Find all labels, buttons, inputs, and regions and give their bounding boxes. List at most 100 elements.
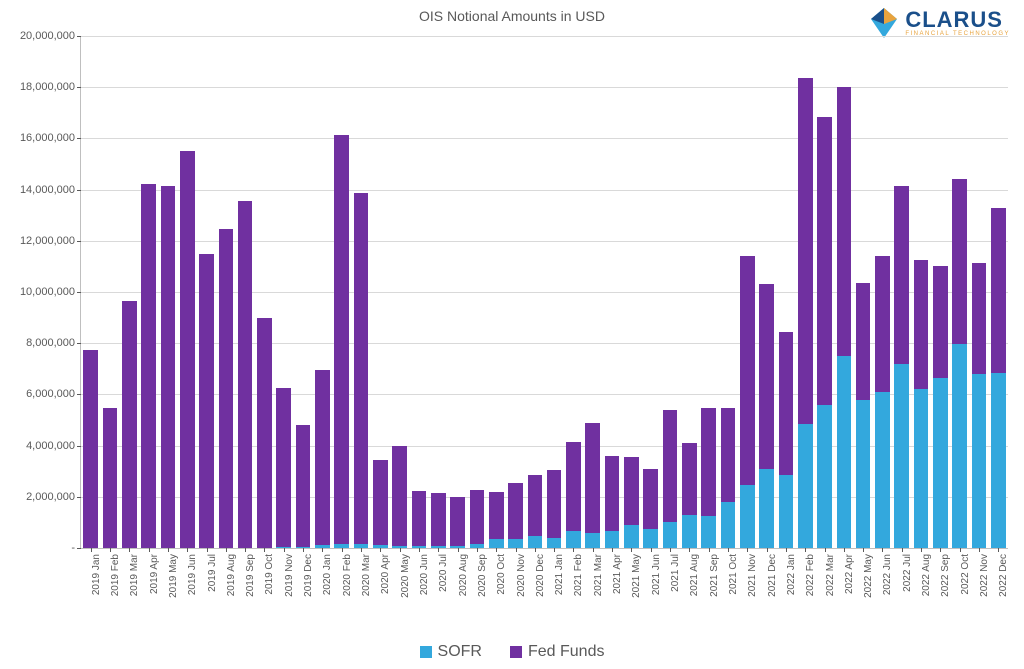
bar-stack	[141, 36, 156, 548]
bar-slot: 2021 Jan	[545, 36, 564, 548]
x-tick	[902, 548, 903, 552]
bar-slot: 2022 Mar	[815, 36, 834, 548]
bar-seg-fedfunds	[528, 475, 543, 536]
y-axis-label: 8,000,000	[26, 337, 81, 349]
x-axis-label: 2021 Feb	[573, 554, 584, 596]
bar-slot: 2019 Mar	[120, 36, 139, 548]
x-axis-label: 2021 Oct	[728, 554, 739, 595]
bar-seg-fedfunds	[470, 490, 485, 544]
x-axis-label: 2019 Mar	[129, 554, 140, 596]
bar-stack	[470, 36, 485, 548]
bar-seg-fedfunds	[779, 332, 794, 475]
x-tick	[264, 548, 265, 552]
plot-area: 2019 Jan2019 Feb2019 Mar2019 Apr2019 May…	[80, 36, 1008, 549]
x-axis-label: 2020 Sep	[477, 554, 488, 597]
bar-slot: 2022 Feb	[796, 36, 815, 548]
bar-stack	[798, 36, 813, 548]
bar-seg-fedfunds	[412, 491, 427, 546]
bar-seg-fedfunds	[798, 78, 813, 424]
bar-seg-fedfunds	[721, 408, 736, 501]
bar-seg-fedfunds	[585, 423, 600, 533]
bar-seg-sofr	[972, 374, 987, 548]
bar-seg-sofr	[701, 516, 716, 548]
bar-slot: 2019 Jul	[197, 36, 216, 548]
bar-seg-sofr	[856, 400, 871, 548]
x-tick	[535, 548, 536, 552]
bar-seg-fedfunds	[354, 193, 369, 544]
bar-seg-sofr	[798, 424, 813, 548]
bar-seg-fedfunds	[219, 229, 234, 548]
x-tick	[593, 548, 594, 552]
bar-stack	[972, 36, 987, 548]
x-axis-label: 2020 Jun	[419, 554, 430, 595]
bar-slot: 2021 Dec	[757, 36, 776, 548]
bar-slot: 2020 Aug	[448, 36, 467, 548]
x-tick	[612, 548, 613, 552]
x-tick	[670, 548, 671, 552]
bar-slot: 2020 Jun	[409, 36, 428, 548]
bar-stack	[856, 36, 871, 548]
bar-seg-fedfunds	[817, 117, 832, 405]
y-axis-label: 6,000,000	[26, 388, 81, 400]
bar-seg-sofr	[547, 538, 562, 548]
bar-seg-fedfunds	[991, 208, 1006, 373]
diamond-icon	[869, 6, 899, 40]
bar-seg-sofr	[952, 344, 967, 548]
x-tick	[786, 548, 787, 552]
legend-item-sofr: SOFR	[420, 643, 482, 661]
x-axis-label: 2022 Sep	[940, 554, 951, 597]
x-axis-label: 2021 Jul	[670, 554, 681, 592]
legend: SOFR Fed Funds	[0, 643, 1024, 661]
x-tick	[380, 548, 381, 552]
bar-seg-fedfunds	[508, 483, 523, 539]
bar-stack	[276, 36, 291, 548]
bar-stack	[701, 36, 716, 548]
x-axis-label: 2020 Nov	[516, 554, 527, 597]
x-tick	[149, 548, 150, 552]
bar-slot: 2021 Oct	[718, 36, 737, 548]
bar-seg-sofr	[682, 515, 697, 548]
bar-seg-fedfunds	[566, 442, 581, 532]
bar-seg-fedfunds	[373, 460, 388, 546]
bar-slot: 2021 Jun	[641, 36, 660, 548]
bar-seg-fedfunds	[392, 446, 407, 546]
bar-stack	[547, 36, 562, 548]
x-tick	[129, 548, 130, 552]
bar-seg-fedfunds	[489, 492, 504, 539]
x-tick	[245, 548, 246, 552]
x-tick	[651, 548, 652, 552]
bar-stack	[817, 36, 832, 548]
x-axis-label: 2019 Aug	[226, 554, 237, 596]
x-tick	[998, 548, 999, 552]
x-tick	[882, 548, 883, 552]
x-tick	[226, 548, 227, 552]
bar-seg-fedfunds	[83, 350, 98, 548]
x-tick	[168, 548, 169, 552]
bar-seg-fedfunds	[952, 179, 967, 344]
x-tick	[419, 548, 420, 552]
x-axis-label: 2021 Dec	[767, 554, 778, 597]
x-axis-label: 2022 May	[863, 554, 874, 598]
bar-stack	[759, 36, 774, 548]
bar-slot: 2019 May	[158, 36, 177, 548]
x-tick	[960, 548, 961, 552]
x-axis-label: 2019 Dec	[303, 554, 314, 597]
bar-slot: 2020 Mar	[351, 36, 370, 548]
swatch-sofr	[420, 646, 432, 658]
bar-stack	[605, 36, 620, 548]
x-tick	[91, 548, 92, 552]
bar-seg-sofr	[875, 392, 890, 548]
logo-text: CLARUS	[905, 9, 1010, 31]
bar-seg-sofr	[894, 364, 909, 548]
bar-slot: 2022 Apr	[834, 36, 853, 548]
x-axis-label: 2021 Mar	[593, 554, 604, 596]
x-tick	[554, 548, 555, 552]
bar-slot: 2019 Aug	[216, 36, 235, 548]
bar-slot: 2021 Mar	[583, 36, 602, 548]
bar-stack	[450, 36, 465, 548]
bar-stack	[624, 36, 639, 548]
x-axis-label: 2019 Jun	[187, 554, 198, 595]
bar-seg-fedfunds	[141, 184, 156, 548]
bar-stack	[315, 36, 330, 548]
x-axis-label: 2019 Jan	[91, 554, 102, 595]
